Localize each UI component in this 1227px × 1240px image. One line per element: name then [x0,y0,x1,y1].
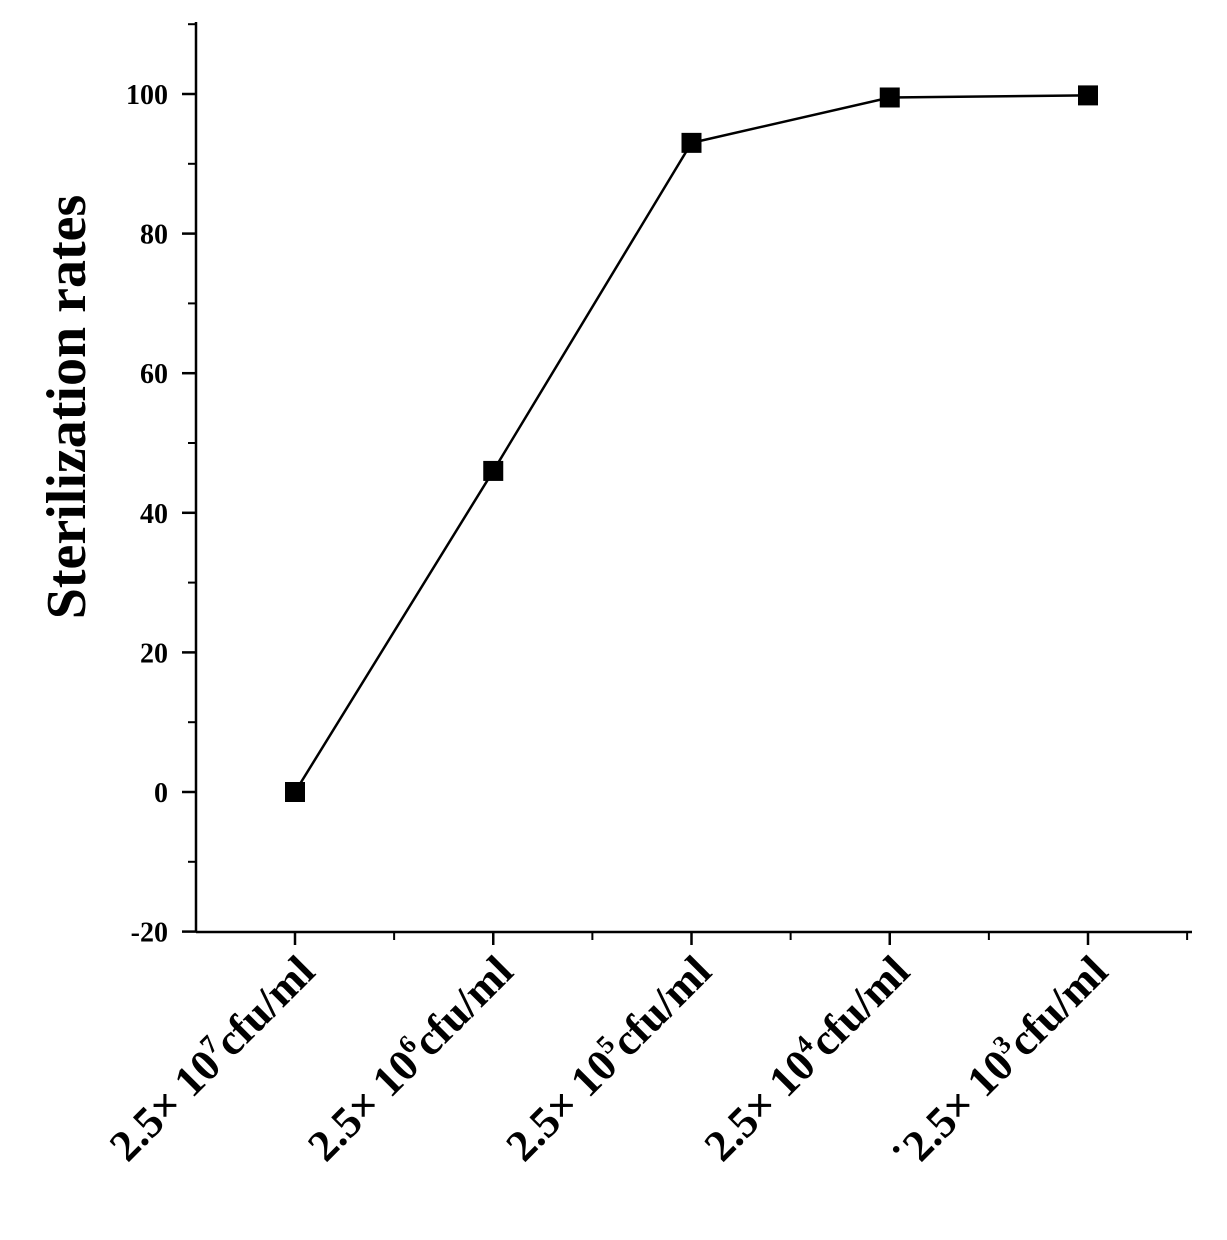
labels: -20 0 20 40 60 80 100 2.5× 107cfu/ml2.5× 106cfu… [99,80,1117,1181]
data-point-marker [285,782,305,802]
ticks [182,23,1189,945]
x-category-label: 2.5× 107cfu/ml [99,945,324,1170]
y-tick-label: 20 [140,638,168,669]
data-point-marker [681,132,702,153]
series [285,85,1098,802]
category-prefix: 2.5× 10 [497,1040,627,1170]
y-tick-label: 80 [140,220,168,251]
category-unit: cfu/ml [403,946,522,1065]
category-prefix: 2.5× 10 [100,1040,230,1170]
category-prefix: 2.5× 10 [695,1040,825,1170]
category-prefix: 2.5× 10 [298,1040,428,1170]
data-point-marker [483,460,504,481]
category-unit: cfu/ml [799,946,918,1065]
y-tick-label: 100 [126,80,168,111]
x-category-label: 2.5× 104cfu/ml [693,945,918,1170]
data-point-marker [879,87,900,108]
category-unit: cfu/ml [205,946,324,1065]
y-axis-title: Sterilization rates [36,195,98,620]
y-tick-label: 60 [140,359,168,390]
category-unit: cfu/ml [601,946,720,1065]
x-category-label: 2.5× 105cfu/ml [495,945,720,1170]
y-tick-label: -20 [131,918,168,949]
series-line [293,94,1089,793]
category-prefix: ˙2.5× 10 [883,1040,1024,1181]
axes [194,22,1192,934]
y-tick-label: 0 [154,778,168,809]
category-unit: cfu/ml [998,946,1117,1065]
y-tick-label: 40 [140,499,168,530]
x-category-label: 2.5× 106cfu/ml [297,945,522,1170]
data-point-marker [1078,85,1098,106]
